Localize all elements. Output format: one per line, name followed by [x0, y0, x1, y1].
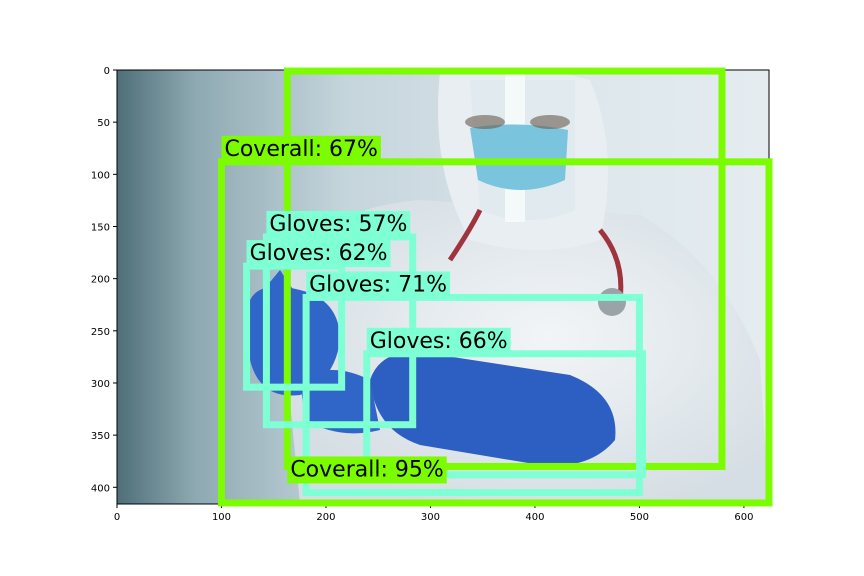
coverall-box	[217, 158, 773, 507]
detection-label-background	[221, 135, 381, 163]
x-tick-label: 300	[421, 512, 440, 523]
detection-label-text: Gloves: 66%	[370, 329, 508, 354]
gloves-label: Gloves: 71%	[306, 271, 451, 299]
gloves-label: Gloves: 66%	[366, 327, 511, 355]
y-tick-label: 300	[91, 379, 110, 390]
detection-labels: Coverall: 95% Coverall: 67% Gloves: 57% Glo…	[221, 135, 511, 484]
x-tick-label: 200	[316, 512, 335, 523]
detection-label-text: Gloves: 57%	[269, 212, 407, 237]
x-tick-label: 400	[525, 512, 544, 523]
axis-ticks: 0 100 200 300 400 500 600 0 50 100 150 200 250 300 350…	[91, 66, 754, 523]
y-tick-label: 150	[91, 222, 110, 233]
detection-label-text: Coverall: 67%	[224, 137, 377, 162]
detection-label-background	[366, 327, 511, 355]
coverall-label: Coverall: 95%	[287, 456, 447, 484]
coverall-label: Coverall: 67%	[221, 135, 381, 163]
detection-label-text: Gloves: 62%	[250, 241, 388, 266]
detection-label-text: Gloves: 71%	[309, 272, 447, 297]
y-tick-label: 250	[91, 327, 110, 338]
y-tick-label: 400	[91, 483, 110, 494]
x-tick-label: 100	[212, 512, 231, 523]
detection-label-text: Coverall: 95%	[290, 457, 443, 482]
detection-label-background	[306, 271, 451, 299]
detection-label-background	[287, 456, 447, 484]
y-tick-label: 350	[91, 431, 110, 442]
x-tick-label: 500	[630, 512, 649, 523]
detection-label-background	[246, 240, 391, 268]
x-tick-label: 0	[114, 512, 120, 523]
y-tick-label: 200	[91, 275, 110, 286]
y-tick-label: 50	[97, 118, 110, 129]
detection-label-background	[266, 210, 411, 238]
gloves-label: Gloves: 62%	[246, 240, 391, 268]
x-tick-label: 600	[734, 512, 753, 523]
gloves-label: Gloves: 57%	[266, 210, 411, 238]
y-tick-label: 0	[104, 66, 110, 77]
y-tick-label: 100	[91, 170, 110, 181]
